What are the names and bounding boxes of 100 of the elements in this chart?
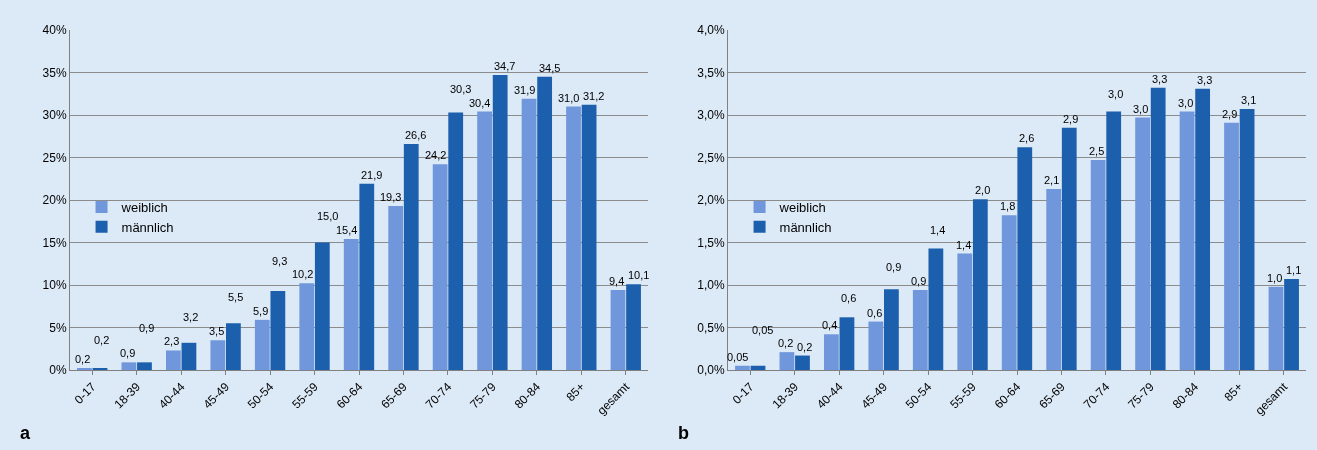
bar	[1179, 111, 1195, 370]
data-label: 0,05	[752, 324, 774, 336]
bar	[823, 334, 839, 370]
data-label: 1,1	[1286, 264, 1302, 276]
y-tick-label: 3,0%	[697, 108, 725, 123]
y-tick-label: 5%	[49, 320, 67, 335]
bar	[121, 362, 137, 370]
bar	[610, 290, 626, 370]
data-label: 0,9	[886, 261, 902, 273]
data-label: 2,1	[1044, 174, 1060, 186]
text: b	[678, 423, 689, 443]
bar	[1284, 279, 1299, 370]
legend-label: männlich	[779, 219, 832, 235]
y-tick-label: 4,0%	[697, 23, 725, 38]
data-label: 5,5	[228, 291, 244, 303]
bar	[1046, 188, 1062, 370]
bar	[137, 362, 152, 370]
y-tick-label: 2,0%	[697, 193, 725, 208]
bar	[432, 164, 448, 370]
data-label: 0,05	[727, 351, 749, 363]
data-label: 19,3	[380, 191, 402, 203]
data-label: 9,3	[272, 255, 288, 267]
data-label: 10,2	[292, 268, 314, 280]
data-label: 0,9	[120, 347, 136, 359]
bar	[343, 239, 359, 370]
bar	[270, 290, 286, 370]
data-label: 34,7	[494, 60, 516, 72]
bar	[581, 104, 597, 370]
data-label: 31,9	[514, 84, 536, 96]
y-tick-label: 1,5%	[697, 235, 725, 250]
bar	[1268, 286, 1284, 370]
data-label: 21,9	[361, 169, 383, 181]
bar	[448, 112, 464, 370]
data-label: 0,2	[75, 353, 91, 365]
bar	[566, 106, 581, 370]
y-tick-label: 3,5%	[697, 65, 725, 80]
bar	[537, 76, 553, 370]
bar	[210, 340, 226, 370]
legend-label: männlich	[121, 219, 174, 235]
y-tick-label: 0%	[49, 363, 67, 378]
bar	[795, 355, 810, 370]
data-label: 30,4	[469, 97, 491, 109]
data-label: 9,4	[609, 275, 625, 287]
data-label: 2,6	[1019, 132, 1035, 144]
data-label: 3,0	[1133, 103, 1149, 115]
y-tick-label: 1,0%	[697, 278, 725, 293]
bar	[868, 321, 884, 370]
bar	[1150, 87, 1166, 370]
bar	[839, 317, 855, 370]
data-label: 0,2	[778, 337, 794, 349]
y-tick-label: 0,0%	[697, 363, 725, 378]
bar	[1017, 147, 1033, 370]
bar	[492, 75, 508, 370]
bar	[1195, 88, 1211, 370]
bar	[1224, 122, 1239, 370]
bar	[972, 199, 988, 370]
y-tick-label: 2,5%	[697, 150, 725, 165]
bar	[165, 350, 181, 370]
bar	[299, 283, 315, 370]
bar	[314, 242, 330, 370]
bar	[912, 290, 928, 370]
data-label: 1,4	[956, 239, 972, 251]
y-tick-label: 15%	[42, 235, 67, 250]
data-label: 2,0	[975, 184, 991, 196]
bar	[254, 319, 270, 370]
y-tick-label: 0,5%	[697, 320, 725, 335]
data-label: 10,1	[628, 269, 650, 281]
data-label: 0,4	[822, 319, 838, 331]
data-label: 31,2	[583, 90, 605, 102]
data-label: 0,9	[139, 322, 155, 334]
data-label: 3,5	[209, 325, 225, 337]
bar	[1090, 160, 1106, 370]
data-label: 1,4	[930, 224, 946, 236]
bar	[957, 253, 973, 370]
bar	[521, 98, 537, 370]
y-tick-label: 30%	[42, 108, 67, 123]
data-label: 2,9	[1222, 108, 1238, 120]
data-label: 30,3	[450, 83, 472, 95]
data-label: 3,0	[1108, 88, 1124, 100]
bar	[1106, 111, 1122, 370]
legend-label: weiblich	[120, 200, 168, 216]
y-tick-label: 25%	[42, 150, 67, 165]
bar	[1001, 215, 1017, 370]
data-label: 0,9	[911, 275, 927, 287]
bar	[1061, 127, 1077, 370]
data-label: 3,3	[1152, 73, 1168, 85]
x-tick-label: 85+	[563, 379, 588, 405]
y-tick-label: 40%	[42, 23, 67, 38]
data-label: 31,0	[558, 92, 580, 104]
data-label: 3,2	[183, 311, 199, 323]
data-label: 15,0	[317, 210, 339, 222]
bar	[477, 111, 492, 370]
data-label: 3,0	[1178, 97, 1194, 109]
data-label: 15,4	[336, 224, 358, 236]
bar	[403, 143, 419, 370]
bar	[359, 183, 375, 370]
x-tick-label: 85+	[1221, 379, 1246, 405]
data-label: 3,1	[1241, 94, 1257, 106]
data-label: 0,6	[841, 292, 857, 304]
text: a	[20, 423, 31, 443]
